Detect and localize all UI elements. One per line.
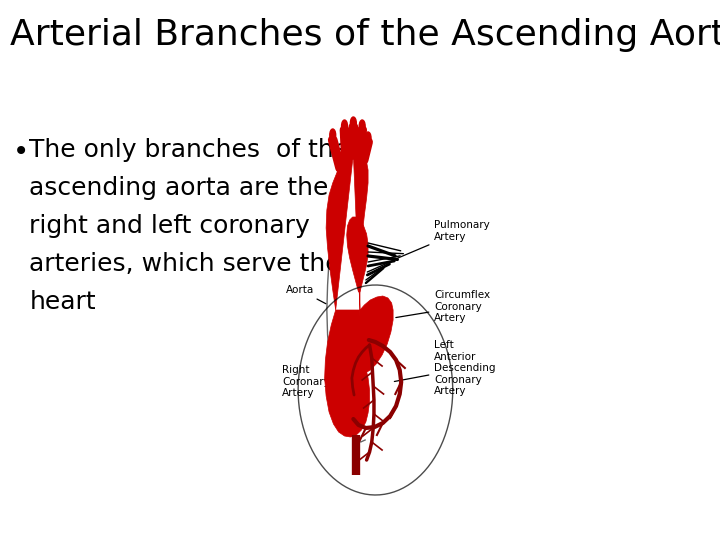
Polygon shape [326,154,368,310]
Text: heart: heart [30,290,96,314]
Ellipse shape [359,120,365,132]
Polygon shape [354,296,393,373]
Text: Arterial Branches of the Ascending Aorta: Arterial Branches of the Ascending Aorta [10,18,720,52]
Text: right and left coronary: right and left coronary [30,214,310,238]
Ellipse shape [330,129,336,141]
Text: Aorta: Aorta [286,285,326,303]
Text: ascending aorta are the: ascending aorta are the [30,176,329,200]
Text: Pulmonary
Artery: Pulmonary Artery [393,220,490,260]
Text: Right
Coronary
Artery: Right Coronary Artery [282,365,336,398]
Text: Circumflex
Coronary
Artery: Circumflex Coronary Artery [396,290,490,323]
Polygon shape [325,310,369,437]
Text: Left
Anterior
Descending
Coronary
Artery: Left Anterior Descending Coronary Artery [395,340,496,396]
Ellipse shape [341,120,348,132]
Polygon shape [347,217,368,292]
Text: arteries, which serve the: arteries, which serve the [30,252,341,276]
Text: The only branches  of the: The only branches of the [30,138,350,162]
Ellipse shape [365,132,371,144]
Ellipse shape [351,117,356,129]
Text: •: • [13,138,30,166]
